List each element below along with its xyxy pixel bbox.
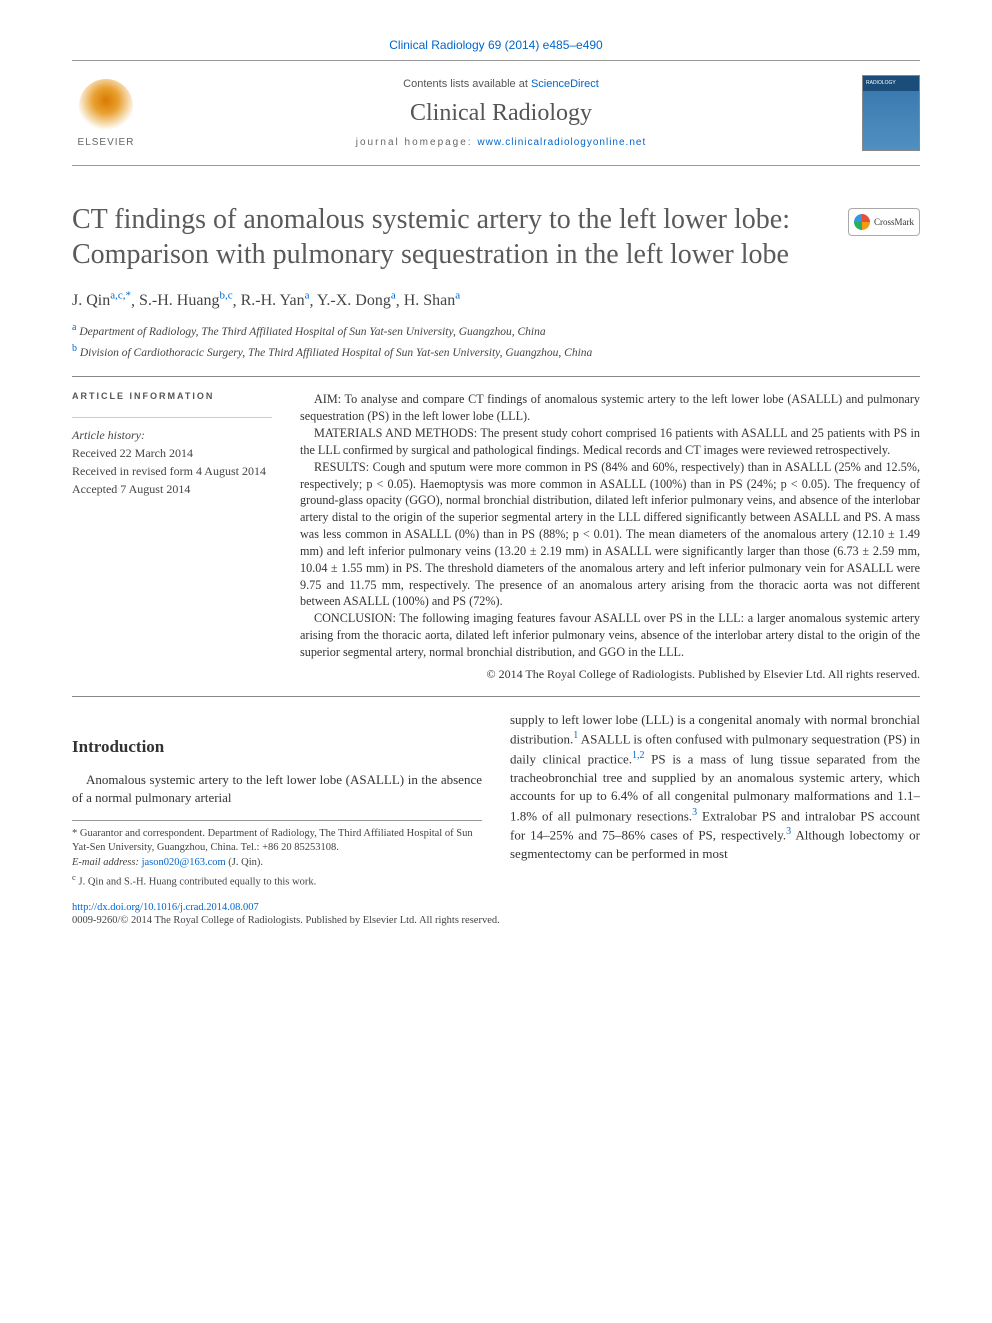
homepage-link[interactable]: www.clinicalradiologyonline.net: [477, 137, 646, 148]
homepage-prefix: journal homepage:: [356, 137, 478, 148]
crossmark-badge[interactable]: CrossMark: [848, 208, 920, 236]
contrib-sup: c: [72, 872, 76, 882]
divider: [72, 696, 920, 697]
affiliation-b: b Division of Cardiothoracic Surgery, Th…: [72, 341, 920, 362]
author-aff: a: [391, 290, 396, 302]
author-name: H. Shan: [404, 292, 456, 309]
crossmark-icon: [854, 214, 870, 230]
abstract: AIM: To analyse and compare CT findings …: [300, 391, 920, 681]
affiliation-a: a Department of Radiology, The Third Aff…: [72, 320, 920, 341]
elsevier-label: ELSEVIER: [72, 137, 140, 148]
author-name: Y.-X. Dong: [317, 292, 391, 309]
author: Y.-X. Donga: [317, 292, 396, 309]
journal-header: ELSEVIER Contents lists available at Sci…: [72, 60, 920, 166]
aff-text: Division of Cardiothoracic Surgery, The …: [80, 347, 592, 359]
contents-list-line: Contents lists available at ScienceDirec…: [140, 78, 862, 90]
abstract-conclusion: CONCLUSION: The following imaging featur…: [300, 610, 920, 660]
history-accepted: Accepted 7 August 2014: [72, 482, 190, 496]
author: J. Qina,c,*: [72, 292, 131, 309]
ref-link[interactable]: 1,2: [632, 750, 645, 761]
author: S.-H. Huangb,c: [139, 292, 233, 309]
section-heading-introduction: Introduction: [72, 737, 482, 757]
email-label: E-mail address:: [72, 857, 142, 868]
intro-paragraph-2: supply to left lower lobe (LLL) is a con…: [510, 711, 920, 864]
author-name: S.-H. Huang: [139, 292, 219, 309]
journal-cover-thumb[interactable]: [862, 75, 920, 151]
history-label: Article history:: [72, 428, 145, 442]
abstract-results: RESULTS: Cough and sputum were more comm…: [300, 459, 920, 610]
email-link[interactable]: jason020@163.com: [142, 857, 226, 868]
author: H. Shana: [404, 292, 460, 309]
doi-line: http://dx.doi.org/10.1016/j.crad.2014.08…: [72, 902, 920, 913]
contrib-text: J. Qin and S.-H. Huang contributed equal…: [79, 876, 317, 887]
journal-name: Clinical Radiology: [140, 100, 862, 127]
sciencedirect-link[interactable]: ScienceDirect: [531, 78, 599, 90]
aff-sup: a: [72, 322, 76, 333]
author-aff: a,c,: [110, 290, 125, 302]
affiliations: a Department of Radiology, The Third Aff…: [72, 320, 920, 362]
issn-line: 0009-9260/© 2014 The Royal College of Ra…: [72, 915, 920, 926]
author-aff: a: [455, 290, 460, 302]
contrib-footnote: c J. Qin and S.-H. Huang contributed equ…: [72, 871, 482, 890]
author-list: J. Qina,c,*, S.-H. Huangb,c, R.-H. Yana,…: [72, 290, 920, 310]
footnotes: * Guarantor and correspondent. Departmen…: [72, 820, 482, 890]
history-received: Received 22 March 2014: [72, 446, 193, 460]
aff-text: Department of Radiology, The Third Affil…: [79, 326, 545, 338]
abstract-methods: MATERIALS AND METHODS: The present study…: [300, 425, 920, 459]
abstract-copyright: © 2014 The Royal College of Radiologists…: [300, 667, 920, 682]
history-revised: Received in revised form 4 August 2014: [72, 464, 266, 478]
journal-citation: Clinical Radiology 69 (2014) e485–e490: [72, 38, 920, 52]
crossmark-label: CrossMark: [874, 215, 914, 229]
contents-prefix: Contents lists available at: [403, 78, 531, 90]
author-aff: b,c: [219, 290, 232, 302]
divider: [72, 376, 920, 377]
homepage-line: journal homepage: www.clinicalradiologyo…: [140, 137, 862, 148]
corr-star: *: [126, 290, 132, 302]
author-name: R.-H. Yan: [241, 292, 305, 309]
corr-footnote: * Guarantor and correspondent. Departmen…: [72, 827, 482, 856]
article-title: CT findings of anomalous systemic artery…: [72, 202, 920, 272]
author-aff: a: [305, 290, 310, 302]
author-name: J. Qin: [72, 292, 110, 309]
aff-sup: b: [72, 343, 77, 354]
doi-link[interactable]: http://dx.doi.org/10.1016/j.crad.2014.08…: [72, 902, 259, 913]
article-history: Article history: Received 22 March 2014 …: [72, 417, 272, 498]
elsevier-tree-icon: [79, 79, 133, 133]
email-footnote: E-mail address: jason020@163.com (J. Qin…: [72, 856, 482, 871]
abstract-aim: AIM: To analyse and compare CT findings …: [300, 391, 920, 425]
article-info-heading: ARTICLE INFORMATION: [72, 391, 272, 401]
email-suffix: (J. Qin).: [226, 857, 263, 868]
author: R.-H. Yana: [241, 292, 310, 309]
intro-paragraph-1: Anomalous systemic artery to the left lo…: [72, 771, 482, 808]
elsevier-logo[interactable]: ELSEVIER: [72, 79, 140, 148]
